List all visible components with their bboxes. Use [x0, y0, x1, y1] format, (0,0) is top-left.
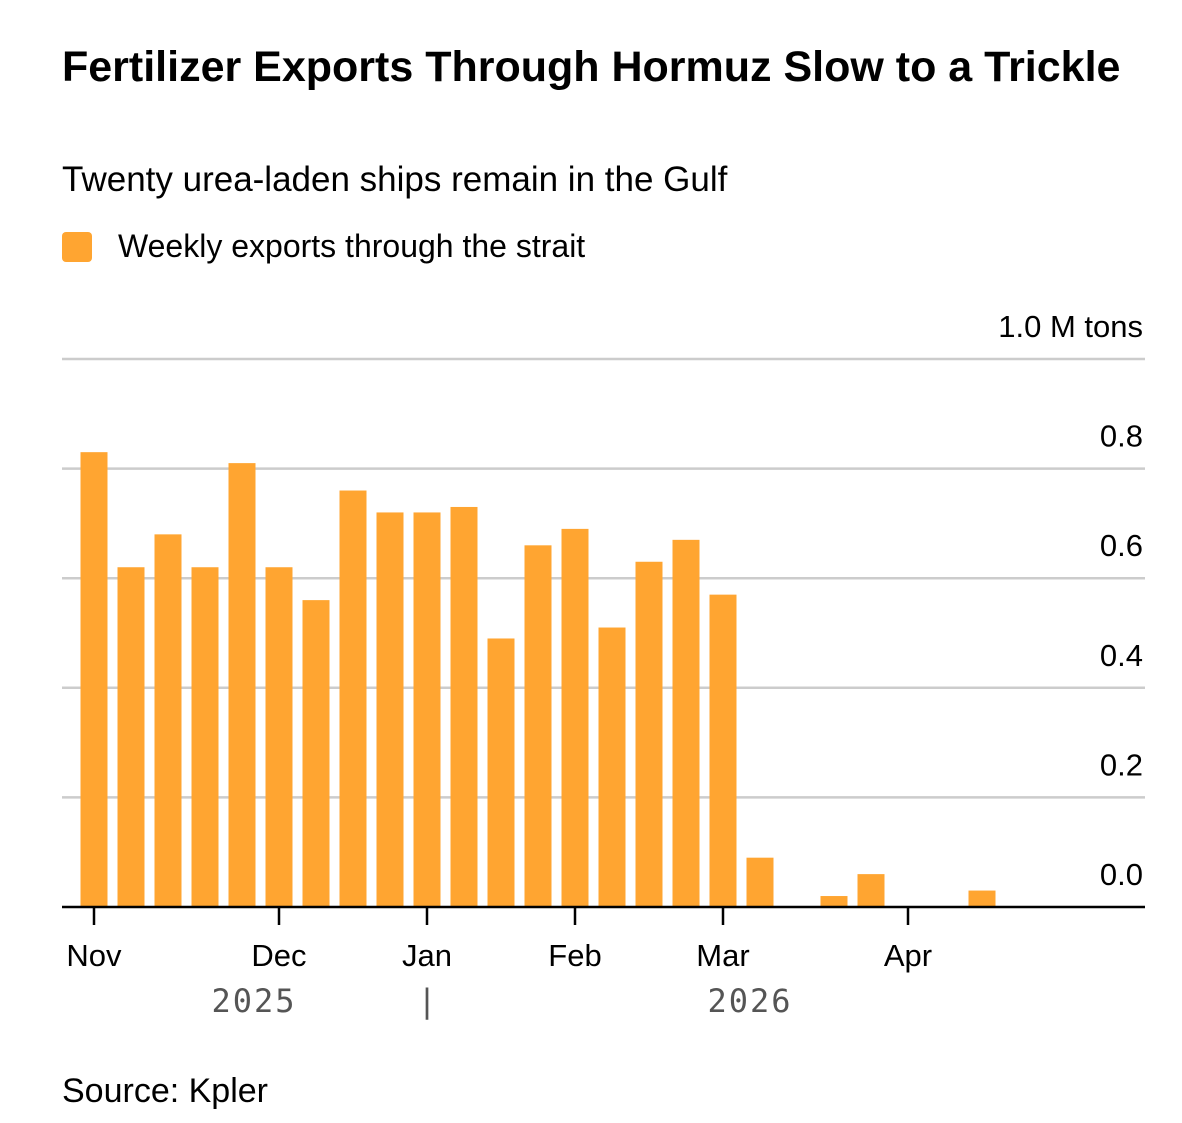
bar [598, 627, 626, 907]
bar [709, 594, 737, 907]
year-label: | [417, 982, 438, 1020]
bar [154, 534, 182, 907]
bar [376, 512, 404, 907]
y-tick-label: 0.4 [1100, 638, 1143, 673]
bar [413, 512, 441, 907]
x-tick-label: Nov [66, 938, 122, 973]
bar [487, 638, 515, 907]
bar [857, 874, 885, 907]
x-tick-label: Feb [548, 938, 601, 973]
bar [746, 857, 774, 907]
bar [561, 528, 589, 907]
bar [524, 545, 552, 907]
y-tick-label: 0.0 [1100, 857, 1143, 892]
bar [635, 561, 663, 907]
y-tick-label: 1.0 M tons [998, 309, 1143, 344]
chart-title: Fertilizer Exports Through Hormuz Slow t… [62, 43, 1121, 91]
bar [80, 452, 108, 907]
legend-label: Weekly exports through the strait [118, 228, 586, 264]
bar [228, 463, 256, 907]
y-tick-label: 0.2 [1100, 747, 1143, 782]
year-label: 2025 [211, 982, 296, 1020]
x-tick-label: Apr [884, 938, 932, 973]
bar [450, 506, 478, 907]
legend: Weekly exports through the strait [62, 228, 585, 265]
y-tick-label: 0.8 [1100, 419, 1143, 454]
x-tick-label: Jan [402, 938, 452, 973]
bar [820, 896, 848, 907]
x-tick-label: Dec [251, 938, 306, 973]
y-tick-label: 0.6 [1100, 528, 1143, 563]
bar [117, 567, 145, 907]
bar [302, 600, 330, 907]
source: Source: Kpler [62, 1072, 268, 1110]
chart-subtitle: Twenty urea-laden ships remain in the Gu… [62, 160, 728, 199]
year-label: 2026 [707, 982, 792, 1020]
bar [191, 567, 219, 907]
bar [968, 890, 996, 907]
bar [265, 567, 293, 907]
bar [672, 539, 700, 907]
x-tick-label: Mar [696, 938, 749, 973]
bar [339, 490, 367, 907]
legend-swatch [62, 231, 92, 262]
